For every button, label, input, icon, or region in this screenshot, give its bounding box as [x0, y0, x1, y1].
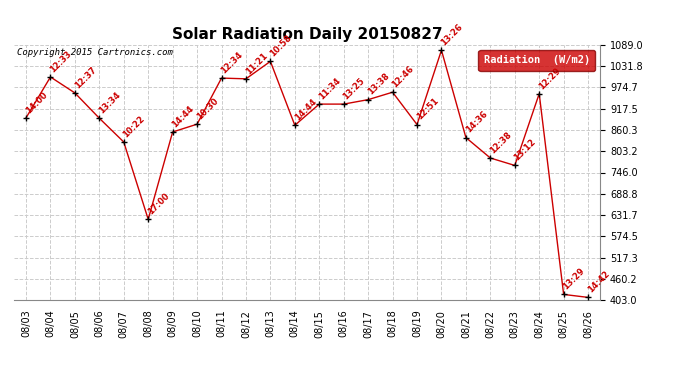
Text: 12:34: 12:34 [219, 50, 244, 75]
Text: 12:38: 12:38 [488, 130, 513, 155]
Text: 13:26: 13:26 [440, 22, 464, 47]
Text: 14:44: 14:44 [170, 104, 196, 129]
Text: 12:33: 12:33 [48, 49, 73, 74]
Text: 12:51: 12:51 [415, 96, 440, 122]
Legend: Radiation  (W/m2): Radiation (W/m2) [478, 50, 595, 70]
Text: 10:58: 10:58 [268, 33, 293, 58]
Text: 13:38: 13:38 [366, 72, 391, 97]
Text: 14:00: 14:00 [24, 90, 49, 115]
Text: 11:34: 11:34 [317, 76, 342, 101]
Text: 11:21: 11:21 [244, 51, 269, 76]
Text: 14:42: 14:42 [586, 269, 611, 295]
Text: 12:46: 12:46 [391, 64, 416, 89]
Text: Copyright 2015 Cartronics.com: Copyright 2015 Cartronics.com [17, 48, 172, 57]
Title: Solar Radiation Daily 20150827: Solar Radiation Daily 20150827 [172, 27, 442, 42]
Text: 10:30: 10:30 [195, 96, 220, 122]
Text: 13:29: 13:29 [562, 267, 586, 292]
Text: 17:00: 17:00 [146, 192, 171, 216]
Text: 12:37: 12:37 [72, 65, 98, 90]
Text: 13:25: 13:25 [342, 76, 367, 101]
Text: 13:12: 13:12 [513, 137, 538, 163]
Text: 14:36: 14:36 [464, 110, 489, 135]
Text: 13:34: 13:34 [97, 90, 122, 116]
Text: 14:44: 14:44 [293, 97, 318, 123]
Text: 10:22: 10:22 [121, 114, 147, 139]
Text: 12:29: 12:29 [537, 66, 562, 91]
